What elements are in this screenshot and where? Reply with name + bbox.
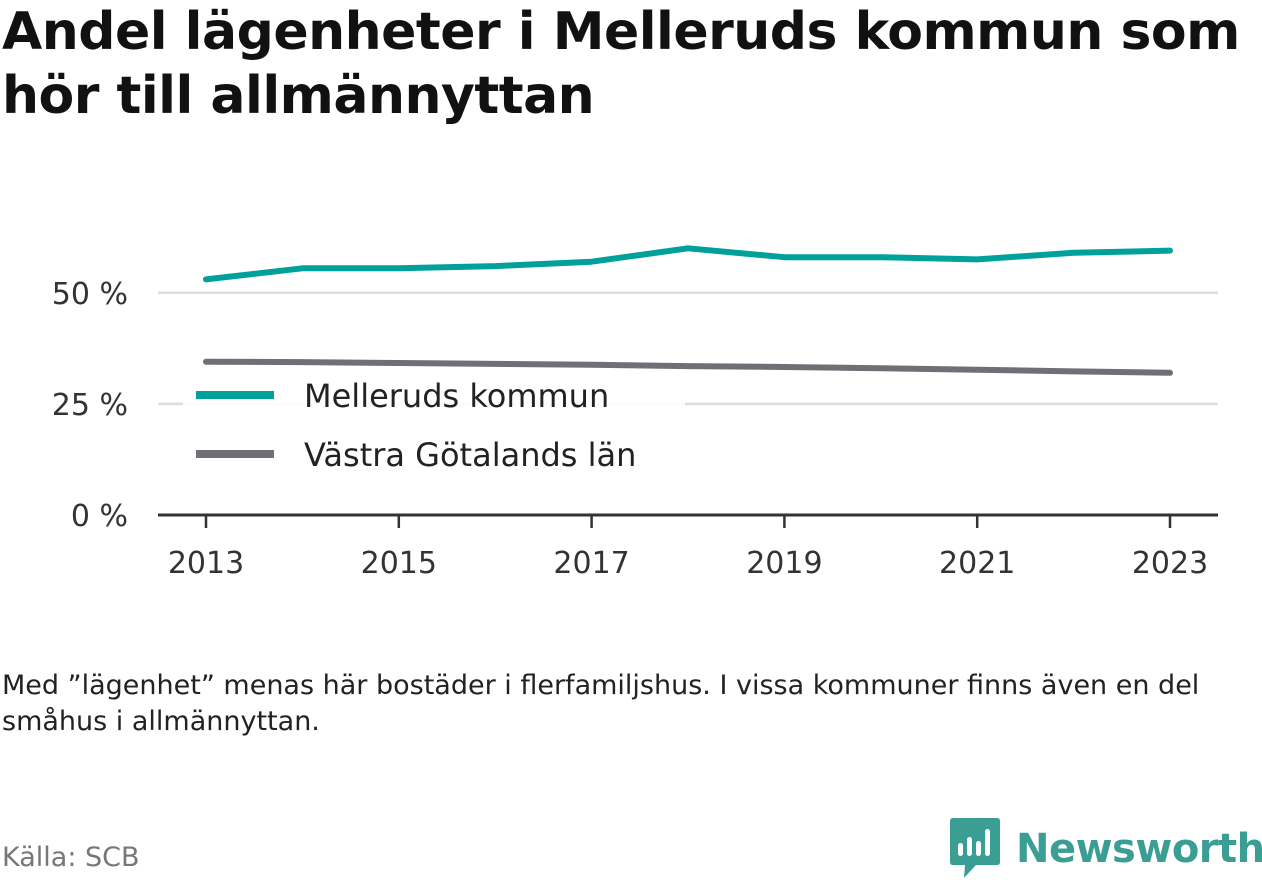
legend-label: Västra Götalands län (304, 436, 636, 474)
x-tick-label: 2013 (168, 546, 244, 581)
legend-label: Melleruds kommun (304, 377, 609, 415)
y-axis-labels: 0 % 25 % 50 % (52, 277, 128, 534)
x-axis: 2013 2015 2017 2019 2021 2023 (158, 513, 1218, 581)
x-tick-label: 2015 (361, 546, 437, 581)
newsworthy-logo-icon (950, 818, 1000, 878)
x-tick-label: 2021 (939, 546, 1015, 581)
y-tick-label: 50 % (52, 277, 128, 312)
series-line (203, 358, 1173, 376)
series-line (203, 245, 1173, 283)
line-chart: 0 % 25 % 50 % 2013 2015 2017 2019 2021 2023 Mel… (52, 245, 1218, 581)
chart-title: Andel lägenheter i Melleruds kommun som … (2, 2, 1240, 126)
x-tick-label: 2017 (553, 546, 629, 581)
chart-note: Med ”lägenhet” menas här bostäder i fler… (2, 670, 1200, 737)
y-tick-label: 25 % (52, 388, 128, 423)
brand-name: Newsworthy (1016, 826, 1262, 872)
series-lines (203, 245, 1173, 376)
brand-logo[interactable]: Newsworthy (950, 818, 1262, 880)
x-tick-label: 2019 (746, 546, 822, 581)
x-tick-label: 2023 (1132, 546, 1208, 581)
legend: Melleruds kommun Västra Götalands län (183, 372, 685, 474)
y-tick-label: 0 % (71, 499, 128, 534)
source-credit: Källa: SCB (2, 842, 140, 873)
